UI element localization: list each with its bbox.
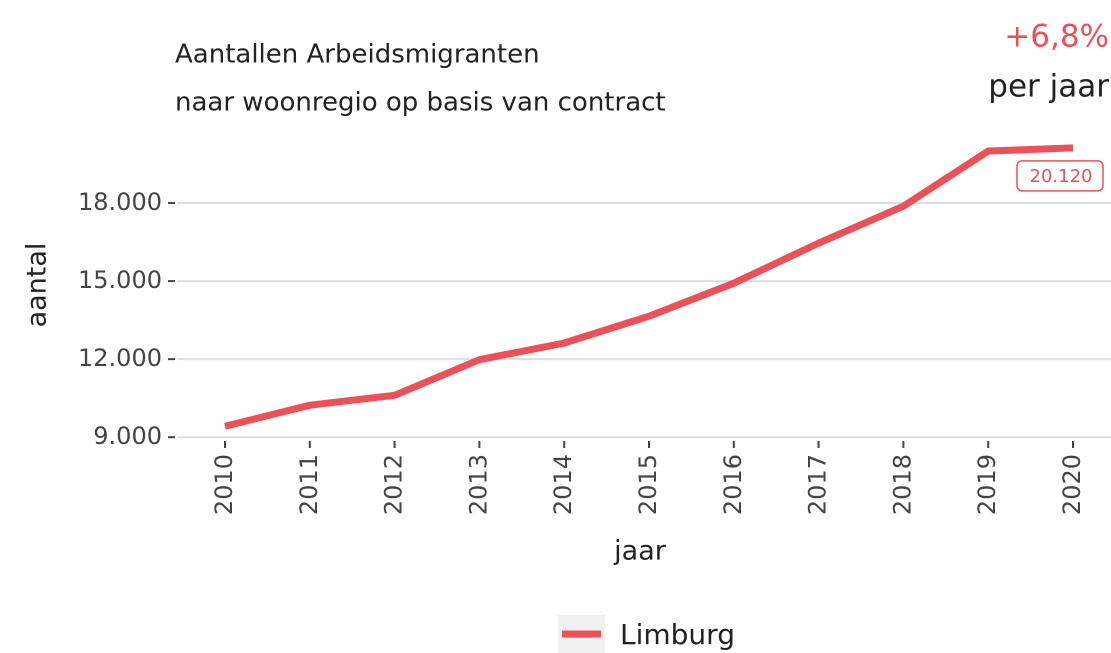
x-tick-label: 2016 [719, 454, 747, 515]
annotation: per jaar [988, 69, 1109, 105]
x-tick-label: 2010 [210, 454, 238, 515]
x-tick-label: 2013 [464, 454, 492, 515]
y-tick-label: 18.000 [78, 188, 162, 216]
x-tick-label: 2018 [888, 454, 916, 515]
y-tick-label: 9.000 [93, 422, 162, 450]
annotation: +6,8% [1004, 19, 1109, 55]
value-label-box [1016, 160, 1104, 192]
x-tick-label: 2014 [549, 454, 577, 515]
chart-subtitle: naar woonregio op basis van contract [175, 88, 666, 118]
line [224, 144, 1074, 430]
x-tick-label: 2015 [634, 454, 662, 515]
x-tick-label: 2011 [295, 454, 323, 515]
x-tick-label: 2019 [973, 454, 1001, 515]
legend-label: Limburg [620, 618, 735, 651]
y-tick-label: 12.000 [78, 344, 162, 372]
x-tick-label: 2017 [804, 454, 832, 515]
x-tick-label: 2020 [1058, 454, 1086, 515]
y-axis-label: aantal [22, 243, 53, 328]
value-label: 20.120 [1030, 166, 1093, 187]
x-axis-label: jaar [613, 536, 667, 567]
y-tick-label: 15.000 [78, 266, 162, 294]
chart-title: Aantallen Arbeidsmigranten [175, 40, 540, 70]
x-tick-label: 2012 [380, 454, 408, 515]
